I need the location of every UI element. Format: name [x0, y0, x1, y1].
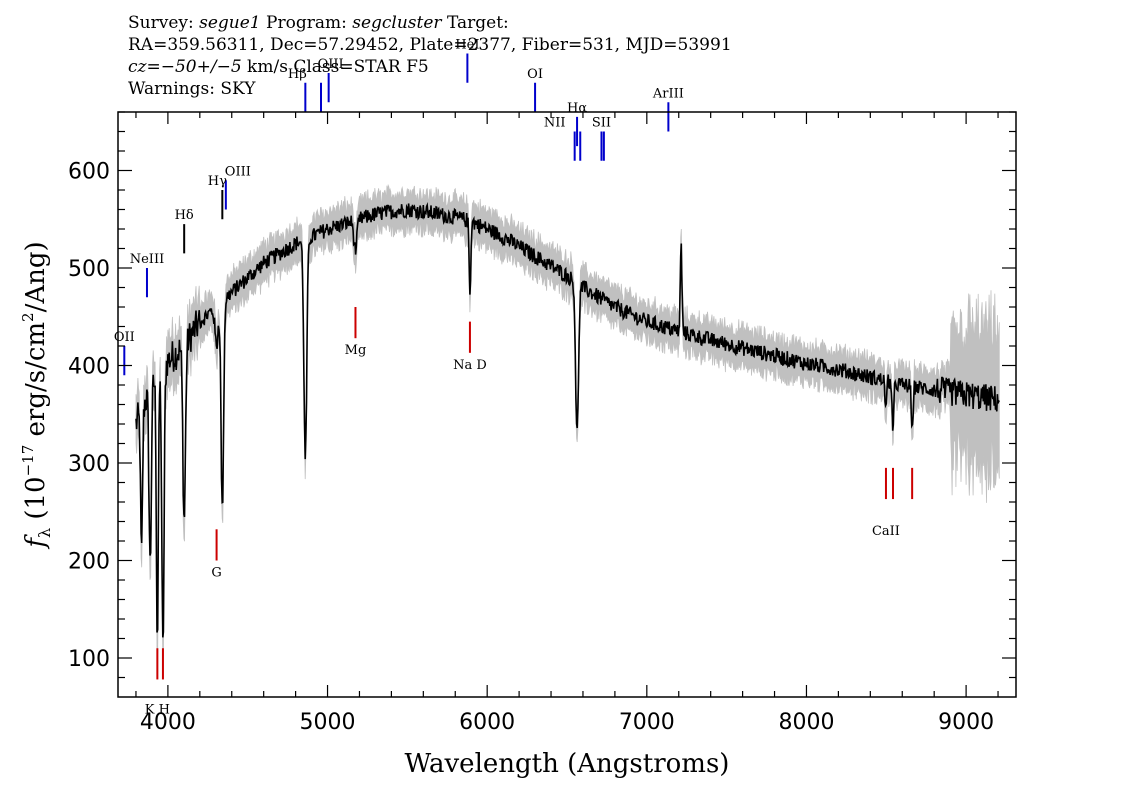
spectrum-line	[135, 201, 1000, 638]
y-axis-title-end: /Ang)	[21, 241, 51, 312]
x-tick-label-4000: 4000	[140, 710, 196, 735]
y-tick-label-600: 600	[68, 160, 110, 185]
class-text: Class=STAR F5	[293, 57, 429, 77]
emission-line-label-11: SII	[592, 116, 611, 131]
x-tick-label-9000: 9000	[938, 710, 994, 735]
axes-frame	[117, 111, 1017, 698]
emission-line-label-13: ArIII	[652, 86, 684, 101]
balmer-line-label-0: Hδ	[175, 208, 194, 223]
spectrum-layer	[135, 201, 1000, 638]
y-tick-label-500: 500	[68, 257, 110, 282]
x-tick-label-8000: 8000	[778, 710, 834, 735]
emission-line-label-6: HeI	[455, 38, 479, 53]
program-value: segcluster	[352, 13, 442, 33]
y-tick-label-100: 100	[68, 647, 110, 672]
y-axis-title-sub: λ	[35, 528, 54, 538]
y-axis-title-exp: −17	[19, 445, 37, 477]
y-axis-title-rest: (10	[21, 476, 51, 528]
emission-line-label-2: OIII	[225, 164, 251, 179]
emission-line-label-0: OII	[114, 330, 135, 345]
absorption-line-label-5: CaII	[872, 524, 900, 539]
y-tick-label-400: 400	[68, 355, 110, 380]
header-line-redshift: cz=−50+/−5 km/s Class=STAR F5	[128, 56, 732, 78]
cz-units: km/s	[247, 57, 288, 77]
emission-line-label-1: NeIII	[130, 252, 164, 267]
program-label: Program:	[266, 13, 347, 33]
cz-symbol: cz	[128, 57, 147, 77]
axis-labels: 4000 5000 6000 7000 8000 9000 100 200 300 400 500 6…	[68, 160, 994, 736]
x-tick-label-7000: 7000	[619, 710, 675, 735]
cz-value: =−50+/−5	[146, 57, 242, 77]
emission-line-label-8: NII	[544, 116, 566, 131]
absorption-line-label-4: Na D	[453, 358, 487, 373]
spectrum-header: Survey: segue1 Program: segcluster Targe…	[128, 12, 732, 100]
absorption-line-label-2: G	[211, 566, 221, 581]
balmer-line-label-1: Hγ	[208, 174, 227, 189]
y-tick-label-300: 300	[68, 452, 110, 477]
absorption-line-label-0: K H	[145, 702, 170, 717]
y-axis-title: fλ (10−17 erg/s/cm2/Ang)	[19, 241, 54, 549]
emission-line-label-7: OI	[527, 67, 543, 82]
header-line-warnings: Warnings: SKY	[128, 79, 256, 99]
plot-frame	[117, 111, 1017, 698]
y-axis-title-exp2: 2	[19, 312, 37, 322]
emission-line-label-3: Hβ	[288, 67, 307, 82]
error-band	[135, 183, 1000, 662]
emission-line-label-5: OIII	[318, 57, 344, 72]
x-tick-label-5000: 5000	[300, 710, 356, 735]
y-tick-label-200: 200	[68, 550, 110, 575]
survey-label: Survey:	[128, 13, 194, 33]
error-band-layer	[135, 183, 1000, 662]
y-axis-title-units: erg/s/cm	[21, 322, 51, 445]
emission-line-label-9: Hα	[567, 101, 587, 116]
header-line-survey: Survey: segue1 Program: segcluster Targe…	[128, 12, 732, 34]
axis-ticks	[118, 111, 1016, 697]
x-tick-label-6000: 6000	[459, 710, 515, 735]
survey-value: segue1	[199, 13, 261, 33]
header-line-coordinates: RA=359.56311, Dec=57.29452, Plate=2377, …	[128, 35, 732, 55]
x-axis-title: Wavelength (Angstroms)	[405, 749, 730, 779]
target-label: Target:	[446, 13, 509, 33]
absorption-line-label-3: Mg	[345, 343, 367, 358]
